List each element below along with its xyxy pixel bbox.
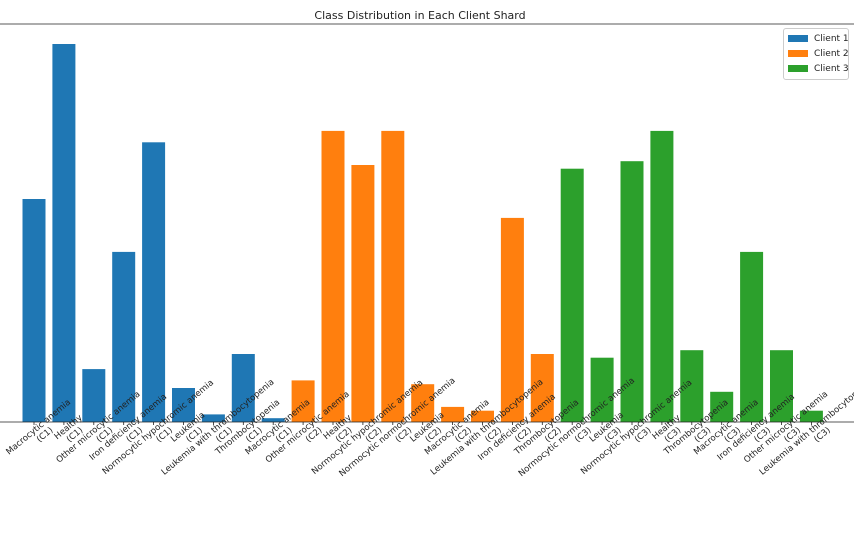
bar-client-3-5 [680,350,704,422]
legend-label-client-3: Client 3 [814,63,849,74]
bars-group [22,44,823,423]
chart-title: Class Distribution in Each Client Shard [314,9,525,22]
bar-client-2-4 [381,130,405,422]
bar-client-2-9 [530,354,554,422]
bar-client-1-6 [172,388,195,422]
bar-client-3-6 [710,391,734,422]
bar-client-1-5 [142,142,166,423]
bar-client-2-1 [291,380,315,422]
legend-label-client-2: Client 2 [814,48,849,59]
bar-client-3-1 [560,168,584,422]
bar-client-3-7 [740,251,764,422]
legend-swatch-client-3 [788,65,808,72]
bar-client-1-7 [201,414,225,422]
legend: Client 1 Client 2 Client 3 [783,28,849,80]
bar-client-2-8 [500,217,524,422]
bar-client-3-4 [650,130,674,422]
bar-client-3-9 [799,410,823,422]
bar-client-3-2 [590,357,614,422]
bar-client-2-2 [321,130,345,422]
x-ticks-group [33,422,812,425]
bar-client-3-3 [620,161,644,422]
legend-item-client-2: Client 2 [788,46,849,61]
bar-client-1-9 [261,418,285,422]
legend-swatch-client-2 [788,50,808,57]
bar-client-2-5 [411,384,435,422]
legend-item-client-1: Client 1 [788,31,849,46]
bar-client-1-1 [22,199,46,422]
bar-client-1-2 [52,44,76,422]
bar-client-2-7 [471,410,494,422]
bar-client-3-8 [770,350,793,422]
bar-client-1-4 [112,251,136,422]
legend-item-client-3: Client 3 [788,61,849,76]
legend-label-client-1: Client 1 [814,33,849,44]
bar-client-1-3 [82,369,106,422]
bar-client-2-3 [351,165,375,422]
legend-swatch-client-1 [788,35,808,42]
bar-client-1-8 [231,354,255,422]
bar-client-2-6 [441,406,465,422]
